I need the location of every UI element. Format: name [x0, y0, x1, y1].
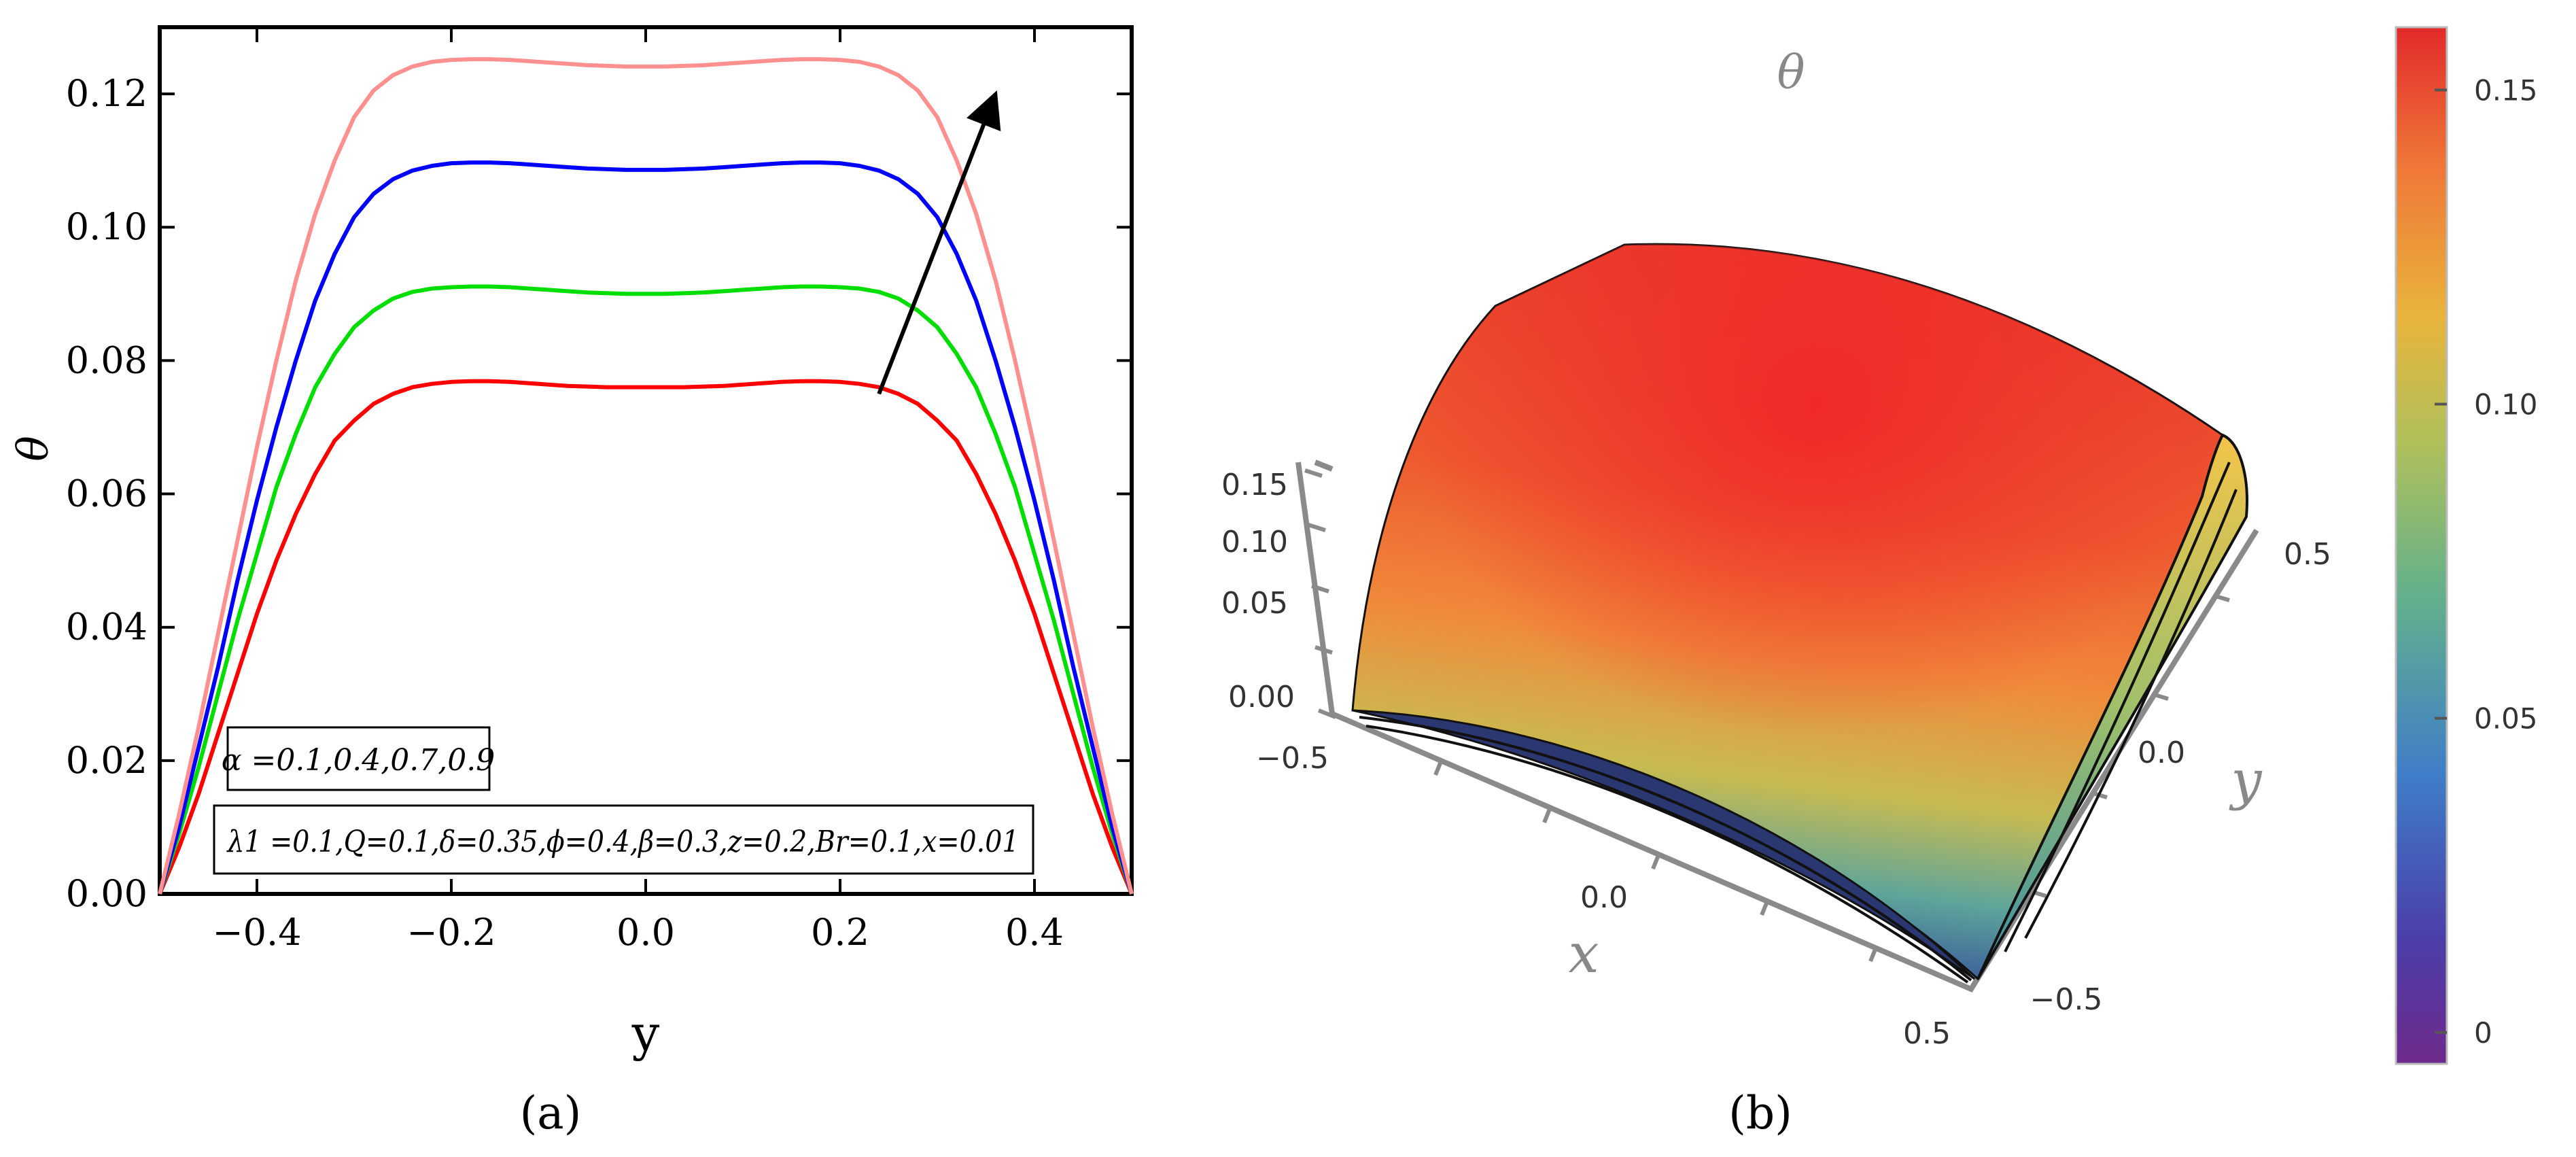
y-tick-labels: 0.00 0.02 0.04 0.06 0.08 0.10 0.12 [66, 72, 147, 915]
surface-title: θ [1777, 46, 1805, 100]
series-group [158, 57, 1134, 895]
surface-hot-region [1353, 244, 2243, 980]
colorbar-tick-label: 0.15 [2474, 73, 2538, 107]
trend-arrow [877, 90, 1001, 395]
tick-marks [160, 27, 1132, 895]
surface-edge-line [2004, 462, 2231, 952]
series-line-2 [158, 284, 1134, 895]
panel-a-label: (a) [520, 1087, 582, 1139]
x-tick-label: −0.2 [406, 911, 495, 954]
params-annotation-box [213, 804, 1034, 875]
surface-side-layers [1977, 433, 2248, 980]
x-tick-label: 0.2 [811, 911, 869, 954]
y-tick-label: 0.12 [66, 72, 147, 115]
x-tick-label: −0.5 [1256, 741, 1329, 776]
colorbar-ticks: 0 0.05 0.10 0.15 [2435, 73, 2538, 1050]
x-tick-label: 0.0 [616, 911, 675, 954]
z-tick-label: 0.05 [1221, 586, 1288, 621]
z-tick-label: 0.10 [1221, 525, 1288, 559]
colorbar [2395, 26, 2448, 1065]
y-tick-label: 0.04 [66, 606, 147, 649]
y-tick-label: 0.08 [66, 339, 147, 381]
x-tick-label: −0.4 [212, 911, 301, 954]
x-tick-labels: −0.4 −0.2 0.0 0.2 0.4 [212, 911, 1064, 954]
x-tick-label: 0.5 [1903, 1016, 1951, 1051]
surface-edge-line [1359, 716, 1972, 982]
panel-b-label: (b) [1728, 1087, 1792, 1139]
y-tick-label: 0.0 [2138, 736, 2185, 770]
y-tick-label: 0.02 [66, 739, 147, 782]
x-tick-label: 0.4 [1005, 911, 1064, 954]
z-tick-label: 0.00 [1228, 680, 1295, 714]
y-axis-label: y [2229, 748, 2263, 812]
series-line-1 [158, 379, 1134, 895]
y-tick-label: −0.5 [2030, 982, 2103, 1017]
alpha-annotation-box [226, 726, 491, 791]
y-tick-label: 0.06 [66, 472, 147, 515]
alpha-annotation: α =0.1,0.4,0.7,0.9 [222, 743, 495, 778]
panel-b-surface-plot: θ 0.15 0.10 0.05 0.00 [1221, 26, 2538, 1139]
colorbar-tick-label: 0.10 [2474, 388, 2538, 421]
x-axis-label: y [631, 1005, 660, 1062]
y-tick-label: 0.5 [2284, 537, 2331, 572]
x-tick-label: 0.0 [1580, 880, 1628, 915]
y-tick-label: 0.00 [66, 872, 147, 915]
colorbar-tick-label: 0 [2474, 1016, 2492, 1050]
y-tick-label: 0.10 [66, 205, 147, 248]
surface-front-layers [1352, 709, 1976, 980]
surface-edge-line [2024, 489, 2238, 939]
series-line-4 [158, 57, 1134, 895]
surface-edge-line [1365, 725, 1969, 984]
colorbar-tick-label: 0.05 [2474, 702, 2538, 736]
y-axis-label: θ [8, 436, 58, 461]
x-axis-label: x [1568, 922, 1599, 985]
z-tick-label: 0.15 [1221, 468, 1288, 502]
3d-axis-ticks [1304, 468, 2230, 963]
series-line-3 [158, 160, 1134, 895]
panel-a-line-chart: 0.00 0.02 0.04 0.06 0.08 0.10 0.12 −0.4 −0.2 0.0… [8, 25, 1134, 1139]
params-annotation: λ1 =0.1,Q=0.1,δ=0.35,ϕ=0.4,β=0.3,z=0.2,B… [226, 825, 1020, 859]
